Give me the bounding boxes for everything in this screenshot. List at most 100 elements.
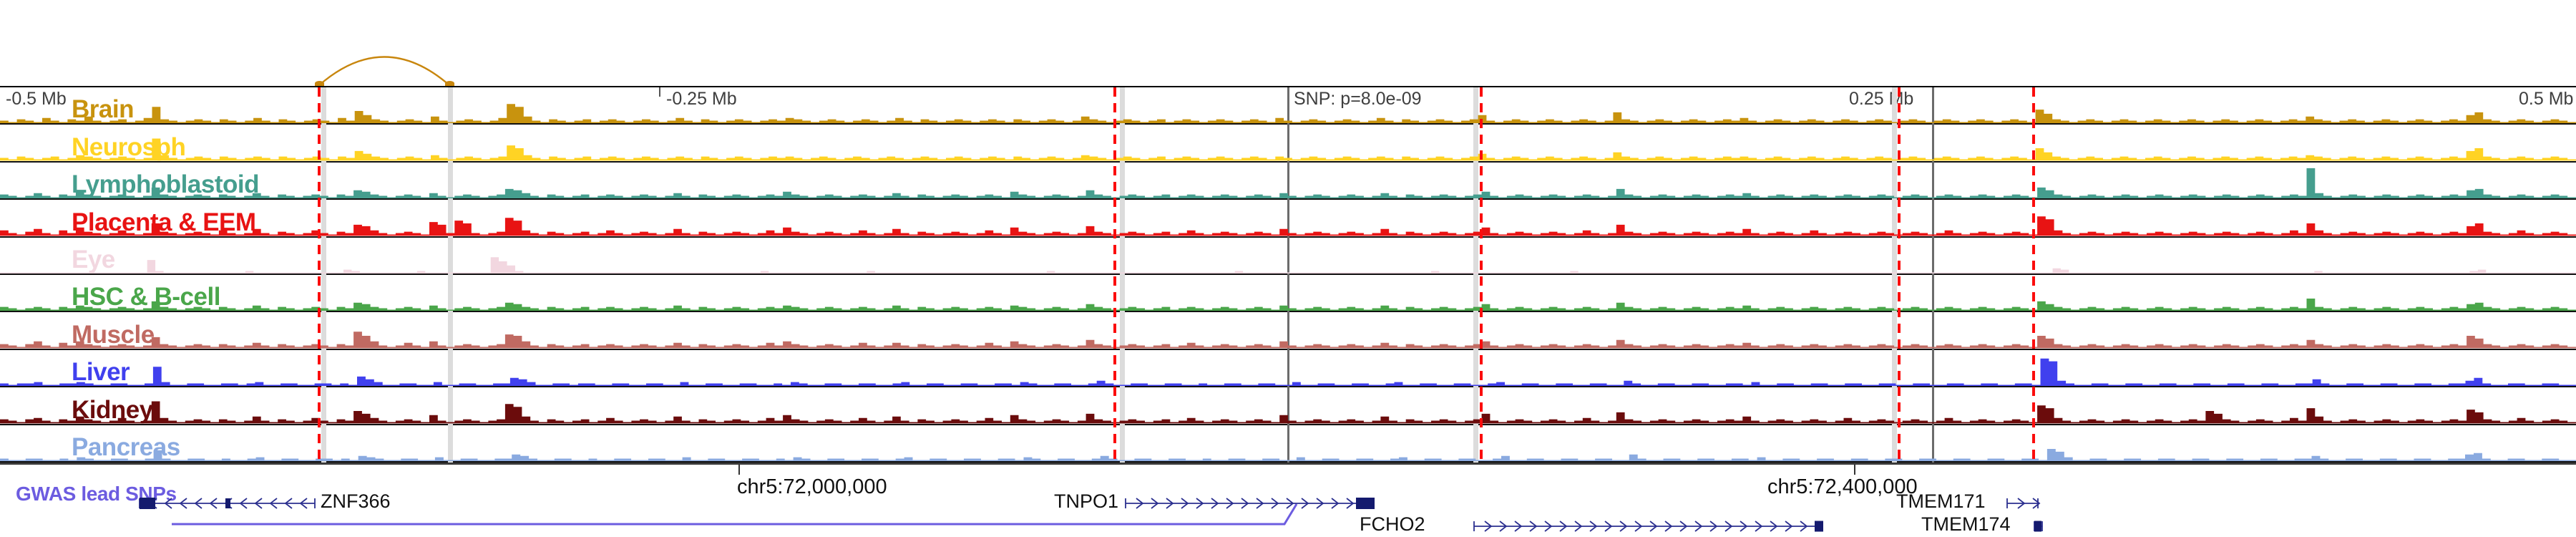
gene-label-znf366[interactable]: ZNF366 [321, 490, 391, 512]
gene-strand-arrow [1649, 521, 1658, 532]
track-label-kidney: Kidney [72, 395, 153, 424]
coordinate-label: chr5:72,400,000 [1767, 475, 1918, 498]
signal-track-placenta-eem: Placenta & EEM [0, 200, 2576, 238]
gene-strand-arrow [1151, 498, 1159, 509]
signal-track-liver: Liver [0, 350, 2576, 388]
variant-marker-line[interactable] [2032, 87, 2035, 463]
gene-strand-arrow [1529, 521, 1538, 532]
highlight-band [1892, 87, 1897, 463]
signal-track-neurosph: Neurosph [0, 125, 2576, 163]
signal-track-brain: Brain [0, 87, 2576, 125]
gene-model-znf366[interactable] [0, 494, 2576, 513]
gene-strand-arrow [179, 498, 187, 509]
ruler-tick-label: SNP: p=8.0e-09 [1294, 89, 1422, 109]
gene-strand-arrow [1785, 521, 1793, 532]
tick-guide-line [1287, 87, 1289, 463]
highlight-band [1473, 87, 1478, 463]
signal-track-muscle: Muscle [0, 312, 2576, 350]
gwas-connector-line [172, 503, 1298, 526]
gene-exon-block [225, 498, 230, 508]
gene-strand-arrow [299, 498, 308, 509]
gene-strand-arrow [1679, 521, 1688, 532]
gene-strand-arrow [1181, 498, 1189, 509]
ruler-tick-label: -0.5 Mb [6, 89, 67, 109]
gene-strand-arrow [1499, 521, 1508, 532]
gene-strand-arrow [1709, 521, 1718, 532]
coordinate-tick [738, 465, 740, 475]
variant-marker-line[interactable] [1898, 87, 1901, 463]
track-signal-plot [0, 358, 2576, 387]
annotation-panel: chr5:72,000,000 chr5:72,400,000 GWAS lead… [0, 463, 2576, 537]
gene-strand-arrow [1166, 498, 1174, 509]
gene-strand-arrow [1634, 521, 1643, 532]
gene-strand-arrow [1604, 521, 1613, 532]
gene-strand-arrow [1559, 521, 1568, 532]
gene-strand-arrow [1740, 521, 1748, 532]
gene-strand-arrow [1256, 498, 1264, 509]
ruler-tick-label: 0.25 Mb [1849, 89, 1914, 109]
gene-strand-arrow [1316, 498, 1324, 509]
signal-track-pancreas: Pancreas [0, 425, 2576, 463]
track-label-placenta-eem: Placenta & EEM [72, 208, 256, 236]
track-label-liver: Liver [72, 358, 130, 387]
gene-strand-arrow [1514, 521, 1523, 532]
gene-strand-arrow [194, 498, 203, 509]
highlight-band [321, 87, 326, 463]
track-signal-plot [0, 448, 2576, 461]
gene-strand-arrow [1484, 521, 1493, 532]
gene-strand-arrow [1286, 498, 1294, 509]
gene-strand-arrow [269, 498, 278, 509]
gene-strand-arrow [1211, 498, 1219, 509]
track-label-lymphoblastoid: Lymphoblastoid [72, 170, 259, 199]
gene-strand-arrow [1196, 498, 1204, 509]
gene-strand-arrow [1589, 521, 1598, 532]
signal-track-kidney: Kidney [0, 387, 2576, 425]
coordinate-tick [1854, 465, 1855, 475]
track-signal-plot [0, 168, 2576, 199]
gene-strand-arrow [1544, 521, 1553, 532]
gene-model-tmem171[interactable] [0, 494, 2576, 513]
gene-strand-arrow [2017, 498, 2026, 509]
variant-marker-line[interactable] [318, 87, 321, 463]
gene-strand-arrow [1331, 498, 1340, 509]
gene-strand-arrow [254, 498, 263, 509]
track-signal-plot [0, 216, 2576, 236]
gene-strand-arrow [1755, 521, 1763, 532]
highlight-band [448, 87, 453, 463]
gene-strand-arrow [1346, 498, 1355, 509]
ruler-tick [659, 87, 660, 97]
gene-strand-arrow [209, 498, 218, 509]
gene-label-tnpo1[interactable]: TNPO1 [1054, 490, 1119, 512]
gene-exon-block [2034, 521, 2041, 532]
variant-marker-line[interactable] [1480, 87, 1483, 463]
variant-marker-line[interactable] [1113, 87, 1116, 463]
track-signal-plot [0, 298, 2576, 311]
gene-strand-arrow [1770, 521, 1778, 532]
signal-track-eye: Eye [0, 238, 2576, 275]
track-label-neurosph: Neurosph [72, 132, 186, 161]
gene-strand-arrow [284, 498, 293, 509]
gene-strand-arrow [1241, 498, 1249, 509]
gene-strand-arrow [239, 498, 248, 509]
gene-strand-arrow [1619, 521, 1628, 532]
ruler-tick-label: -0.25 Mb [666, 89, 737, 109]
coordinate-label: chr5:72,000,000 [737, 475, 887, 498]
gene-model-tmem174[interactable] [0, 517, 2576, 536]
gene-strand-arrow [1800, 521, 1808, 532]
gene-label-tmem171[interactable]: TMEM171 [1896, 490, 1986, 512]
arc-anchor-marker [445, 81, 454, 86]
gene-strand-arrow [1301, 498, 1309, 509]
gene-strand-arrow [1271, 498, 1279, 509]
track-signal-plot [0, 401, 2576, 424]
gene-label-fcho2[interactable]: FCHO2 [1360, 513, 1425, 535]
track-label-brain: Brain [72, 95, 134, 124]
gene-label-tmem174[interactable]: TMEM174 [1921, 513, 2011, 535]
gene-strand-arrow [1574, 521, 1583, 532]
gene-exon-block [1356, 498, 1375, 509]
gene-model-tnpo1[interactable] [0, 494, 2576, 513]
arc-anchor-marker [315, 81, 324, 86]
gene-strand-arrow [1724, 521, 1733, 532]
track-label-pancreas: Pancreas [72, 432, 180, 461]
gene-model-fcho2[interactable] [0, 517, 2576, 536]
